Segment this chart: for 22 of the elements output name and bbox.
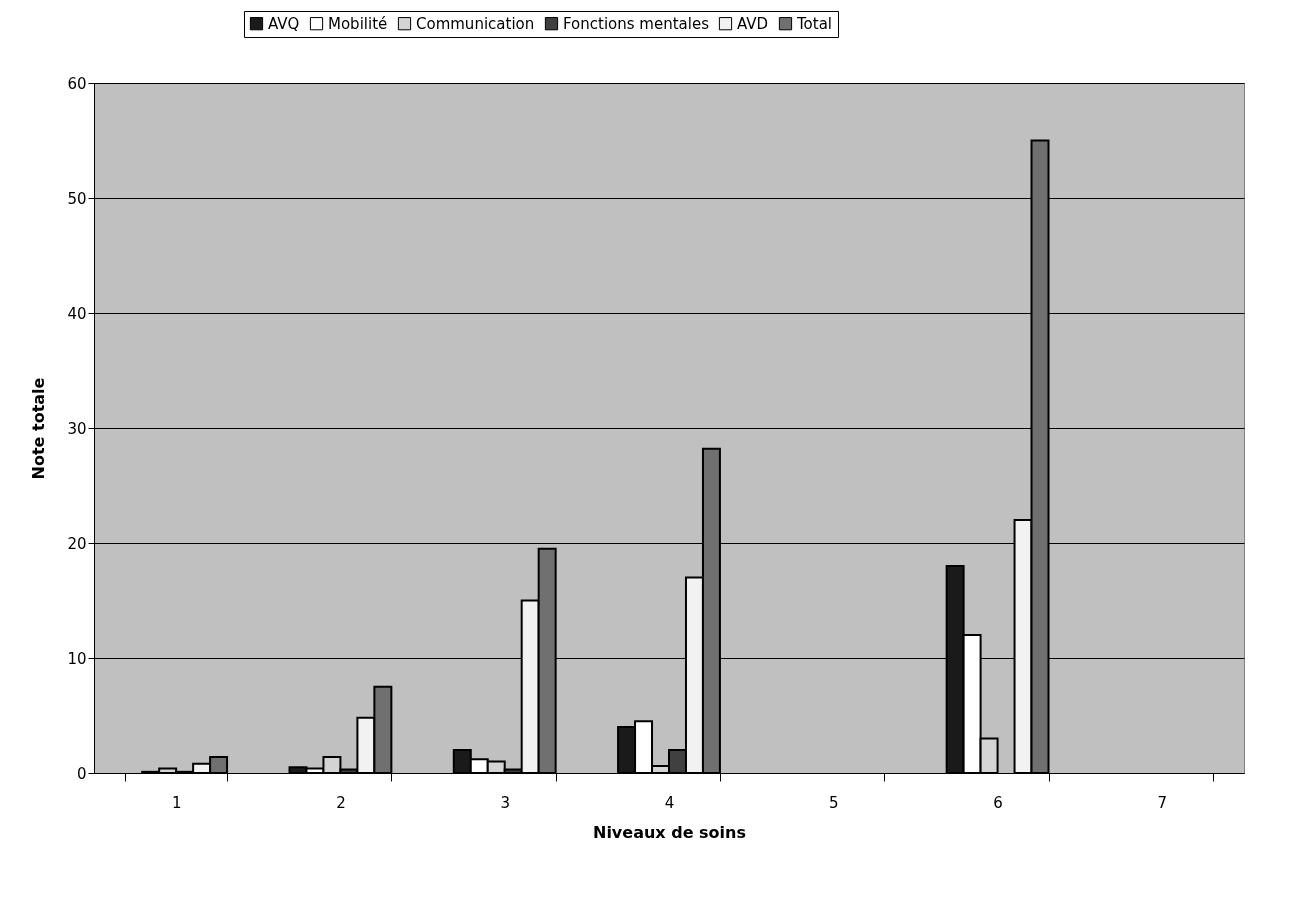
x-tick-label: 5 xyxy=(829,793,839,812)
legend-label: Communication xyxy=(416,14,535,33)
x-tick-label: 3 xyxy=(500,793,510,812)
x-tick-label: 1 xyxy=(171,793,182,812)
x-tick-label: 6 xyxy=(993,793,1003,812)
x-tick-label: 2 xyxy=(336,793,346,812)
legend-label: AVQ xyxy=(268,14,300,33)
legend-label: Mobilité xyxy=(328,14,388,33)
y-tick-label: 50 xyxy=(67,189,87,208)
y-tick-label: 30 xyxy=(67,419,87,438)
y-tick-label: 20 xyxy=(67,534,87,553)
y-tick-label: 0 xyxy=(76,764,87,783)
y-tick-label: 40 xyxy=(67,304,87,323)
y-axis-title: Note totale xyxy=(29,377,49,480)
legend-label: Fonctions mentales xyxy=(563,14,710,33)
legend-label: AVD xyxy=(737,14,769,33)
x-tick-label: 7 xyxy=(1157,793,1168,812)
y-tick-label: 10 xyxy=(67,649,87,668)
x-axis-title: Niveaux de soins xyxy=(592,822,747,842)
y-tick-label: 60 xyxy=(67,74,87,93)
legend-label: Total xyxy=(796,14,833,33)
x-tick-label: 4 xyxy=(664,793,675,812)
